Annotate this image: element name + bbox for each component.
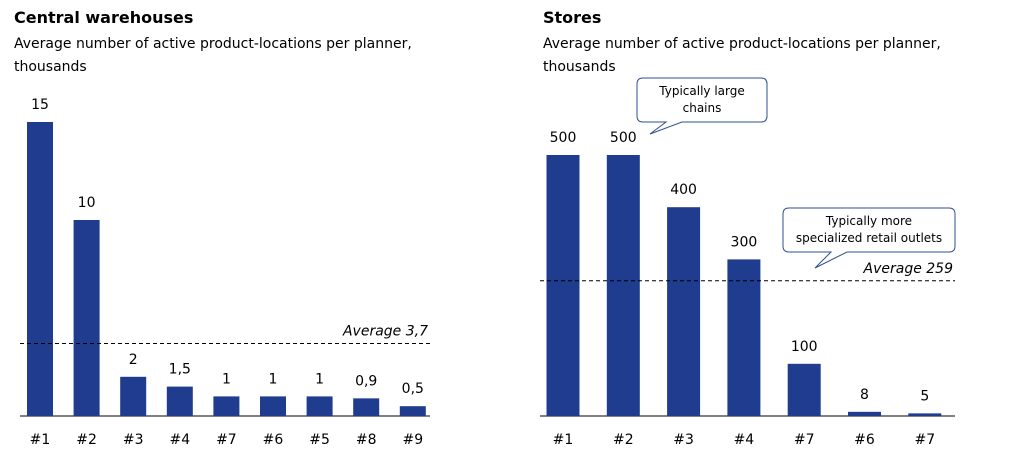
bar [546,155,580,416]
value-label: 500 [610,130,637,146]
value-label: 1 [315,371,324,387]
callout-text: Typically more specialized retail outlet… [795,214,943,245]
bar [727,259,761,416]
bar [908,413,942,416]
value-label: 10 [78,195,96,211]
x-tick-label: #1 [30,432,51,448]
value-label: 400 [670,182,697,198]
x-tick-label: #5 [309,432,330,448]
x-tick-label: #6 [854,432,875,448]
callout-box [636,77,768,135]
bar [73,220,100,416]
callout-box [782,207,956,269]
x-tick-label: #3 [123,432,144,448]
x-tick-label: #7 [216,432,237,448]
chart-title: Central warehouses [14,8,194,27]
value-label: 15 [31,97,49,113]
x-tick-label: #2 [76,432,97,448]
average-label: Average 3,7 [342,323,428,339]
x-tick-label: #3 [673,432,694,448]
bar [306,396,333,416]
bar [120,376,147,416]
x-tick-label: #4 [169,432,190,448]
value-label: 1 [269,371,278,387]
value-label: 0,5 [402,381,424,397]
x-tick-label: #7 [794,432,815,448]
value-label: 1 [222,371,231,387]
x-tick-label: #4 [734,432,755,448]
x-tick-label: #6 [263,432,284,448]
bar [787,363,821,416]
x-tick-label: #8 [356,432,377,448]
x-tick-label: #7 [914,432,935,448]
bar [353,398,380,416]
bar [606,155,640,416]
value-label: 5 [920,388,929,404]
x-tick-label: #1 [553,432,574,448]
value-label: 300 [731,234,758,250]
chart-subtitle: Average number of active product-locatio… [543,36,941,75]
x-tick-label: #2 [613,432,634,448]
bar [848,411,881,416]
value-label: 500 [550,130,577,146]
bar [667,207,701,416]
bar [213,396,240,416]
value-label: 8 [860,387,869,403]
callout-text: Typically large chains [659,84,745,115]
bar [27,122,53,416]
chart-title: Stores [543,8,602,27]
bar [166,386,193,416]
x-tick-label: #9 [402,432,423,448]
value-label: 2 [129,352,138,368]
value-label: 100 [791,339,818,355]
value-label: 0,9 [355,373,377,389]
average-label: Average 259 [863,261,954,277]
chart-subtitle: Average number of active product-locatio… [14,36,412,75]
bar [399,406,426,416]
bar [260,396,286,416]
value-label: 1,5 [169,362,191,378]
